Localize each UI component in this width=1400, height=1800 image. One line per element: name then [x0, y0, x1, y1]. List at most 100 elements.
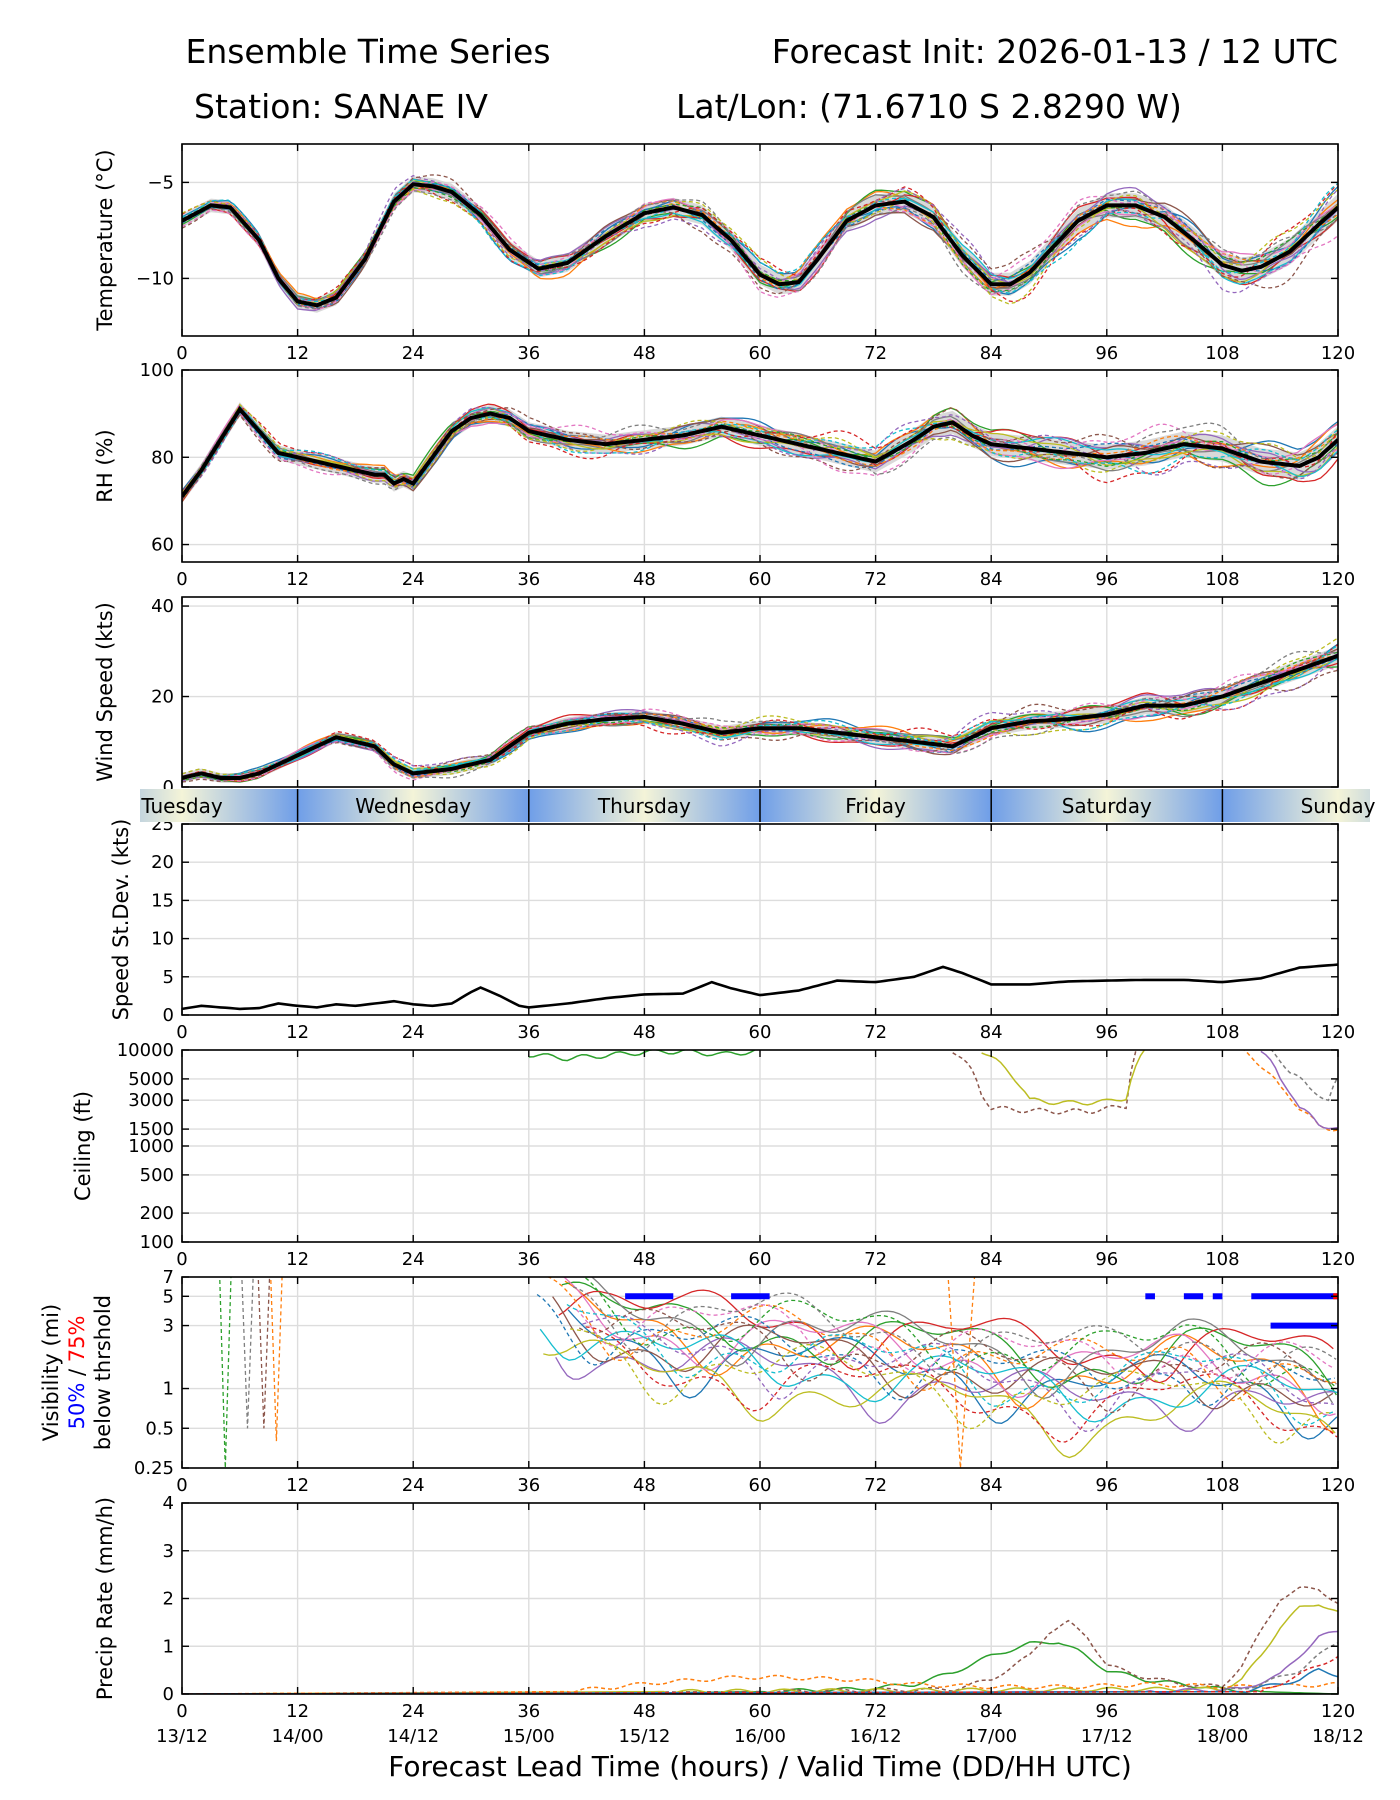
ensemble-member-line — [558, 1289, 1334, 1384]
day-band-tuesday — [140, 789, 298, 822]
y-axis-label: Ceiling (ft) — [71, 1091, 95, 1201]
x-tick-label: 24 — [402, 1249, 425, 1270]
y-tick-label: 3 — [163, 1316, 174, 1337]
x-tick-label: 120 — [1321, 1249, 1355, 1270]
x-tick-label: 84 — [980, 1249, 1003, 1270]
x-tick-label: 36 — [517, 569, 540, 590]
x-tick-label-valid-time: 18/12 — [1312, 1726, 1364, 1747]
y-tick-label: 5 — [163, 1286, 174, 1307]
ensemble-member-line — [182, 404, 1338, 497]
plot-area-rh — [182, 402, 1338, 504]
x-tick-label: 24 — [402, 569, 425, 590]
x-tick-label-valid-time: 17/12 — [1081, 1726, 1133, 1747]
x-tick-label: 96 — [1095, 1249, 1118, 1270]
ensemble-member-line — [590, 1277, 1334, 1404]
x-tick-label: 0 — [176, 1022, 187, 1043]
ensemble-mean-line — [182, 182, 1338, 308]
figure-title: Ensemble Time Series — [185, 32, 550, 71]
x-tick-label: 48 — [633, 1249, 656, 1270]
y-tick-label: 20 — [151, 852, 174, 873]
ensemble-member-line — [546, 1277, 1338, 1402]
ensemble-member-line — [182, 406, 1338, 495]
x-tick-label: 0 — [176, 1475, 187, 1496]
y-tick-label: 80 — [151, 447, 174, 468]
ensemble-member-line — [952, 1051, 1137, 1115]
panel-precip_rate: 01234013/121214/002414/123615/004815/126… — [93, 1493, 1364, 1783]
ensemble-member-line — [582, 1314, 1334, 1432]
x-tick-label-valid-time: 17/00 — [965, 1726, 1017, 1747]
day-label-friday: Friday — [845, 794, 906, 818]
ensemble-member-line — [555, 1337, 1337, 1432]
x-tick-label: 36 — [517, 1475, 540, 1496]
ensemble-mean-line — [182, 405, 1338, 498]
day-label-thursday: Thursday — [597, 794, 691, 818]
ensemble-member-line — [981, 1050, 1146, 1106]
ensemble-mean-line — [182, 963, 1338, 1011]
x-tick-label: 96 — [1095, 1701, 1118, 1722]
y-tick-label: 500 — [140, 1165, 174, 1186]
ensemble-member-line — [182, 405, 1338, 496]
plot-area-ceiling — [528, 1050, 1338, 1132]
ensemble-member-line — [569, 1328, 1334, 1444]
y-axis-label: Wind Speed (kts) — [93, 602, 117, 782]
ensemble-member-line — [1260, 1050, 1338, 1130]
x-tick-label: 72 — [864, 1022, 887, 1043]
ensemble-member-line — [539, 1328, 1338, 1423]
ensemble-member-line — [182, 644, 1338, 780]
ensemble-mean-line — [182, 653, 1338, 780]
ensemble-member-line — [947, 1277, 976, 1468]
ensemble-member-line — [563, 1277, 1336, 1417]
x-tick-label: 108 — [1205, 343, 1239, 364]
ensemble-member-line — [1242, 1050, 1338, 1132]
x-tick-label: 12 — [286, 569, 309, 590]
x-tick-label: 72 — [864, 1475, 887, 1496]
x-tick-label: 12 — [286, 1475, 309, 1496]
y-tick-label: 1 — [163, 1636, 174, 1657]
ensemble-member-line — [552, 1296, 1334, 1410]
day-label-wednesday: Wednesday — [355, 794, 471, 818]
y-tick-label: 20 — [151, 687, 174, 708]
ensemble-member-line — [182, 403, 1338, 494]
y-tick-label: 100 — [140, 1232, 174, 1253]
x-tick-label: 60 — [749, 569, 772, 590]
day-of-week-bar: Tuesday Wednesday Thursday Friday Saturday Su… — [140, 789, 1376, 822]
panel-temperature: −10 −5 0 12 24 36 48 60 72 84 96 108 120 Temperature … — [93, 143, 1355, 364]
x-axis-label: Forecast Lead Time (hours) / Valid Time … — [388, 1750, 1132, 1783]
ensemble-member-line — [182, 643, 1338, 778]
x-tick-label: 96 — [1095, 569, 1118, 590]
y-tick-label: 0 — [163, 777, 174, 798]
ensemble-member-line — [575, 1304, 1334, 1386]
ensemble-member-line — [182, 181, 1338, 310]
y-tick-label: 0 — [163, 1684, 174, 1705]
x-tick-label: 120 — [1321, 1475, 1355, 1496]
y-tick-label: 60 — [151, 535, 174, 556]
x-tick-label: 48 — [633, 343, 656, 364]
x-tick-label: 60 — [749, 1475, 772, 1496]
ensemble-member-line — [219, 1277, 232, 1468]
x-tick-label: 24 — [402, 1475, 425, 1496]
plot-area-temperature — [182, 174, 1338, 313]
chart-panels: −10−50 12 24 36 48 60 72 84 96 108 120Temperature … — [39, 143, 1364, 1783]
x-tick-label: 120 — [1321, 343, 1355, 364]
x-tick-label: 0 — [176, 569, 187, 590]
ensemble-member-line — [182, 188, 1338, 306]
day-label-sunday: Sunday — [1301, 794, 1376, 818]
plot-area-speed_stdev — [182, 963, 1338, 1011]
x-tick-label: 60 — [749, 1022, 772, 1043]
x-tick-label: 0 — [176, 1701, 187, 1722]
x-tick-label-valid-time: 15/12 — [618, 1726, 670, 1747]
y-tick-label: 5000 — [128, 1069, 174, 1090]
panel-rh: 60 80 100 0 12 24 36 48 60 72 84 96 108 120 RH (%) — [93, 360, 1355, 590]
x-tick-label: 12 — [286, 343, 309, 364]
panel-wind_speed: 0 20 40 Wind Speed (kts) — [93, 596, 1339, 798]
x-tick-label-valid-time: 15/00 — [503, 1726, 555, 1747]
y-axis-label: Temperature (°C) — [93, 149, 117, 331]
x-tick-label-valid-time: 13/12 — [156, 1726, 208, 1747]
y-tick-label: 100 — [140, 360, 174, 381]
spread-band — [182, 402, 1338, 504]
x-tick-label-valid-time: 14/12 — [387, 1726, 439, 1747]
day-band-saturday — [991, 789, 1223, 822]
x-tick-label: 108 — [1205, 569, 1239, 590]
